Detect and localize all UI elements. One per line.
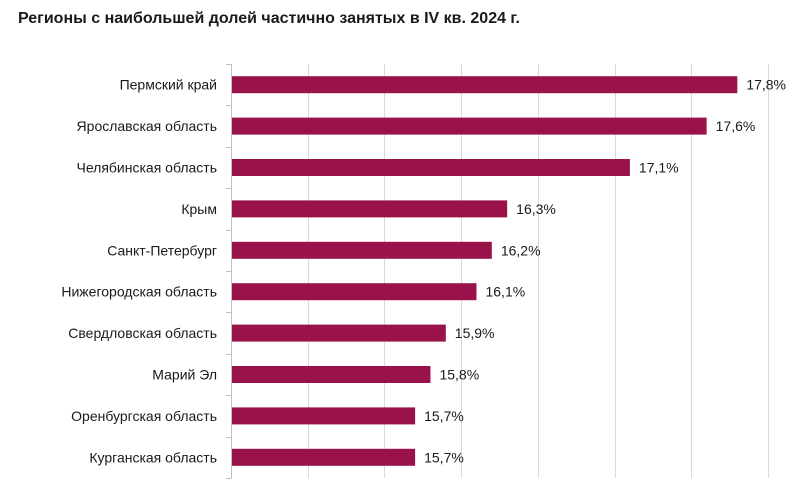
value-label: 17,8% <box>746 77 786 93</box>
value-label: 15,9% <box>455 325 495 341</box>
bar <box>232 117 707 135</box>
bar <box>232 324 446 342</box>
value-label: 17,1% <box>639 160 679 176</box>
category-label: Свердловская область <box>68 325 217 341</box>
bars <box>232 76 738 466</box>
bar <box>232 407 416 425</box>
category-label: Крым <box>181 201 217 217</box>
value-label: 15,8% <box>439 367 479 383</box>
category-label: Ярославская область <box>77 118 217 134</box>
bar <box>232 366 431 383</box>
category-label: Челябинская область <box>77 160 218 176</box>
bar <box>232 159 630 176</box>
value-label: 16,1% <box>485 284 525 300</box>
category-label: Курганская область <box>89 449 217 465</box>
category-label: Пермский край <box>120 77 217 93</box>
bar <box>232 241 492 259</box>
value-label: 15,7% <box>424 449 464 465</box>
bar <box>232 200 508 218</box>
category-label: Марий Эл <box>152 367 217 383</box>
value-labels: 17,8% 17,6% 17,1% 16,3% 16,2% 16,1% 15,9% 15,8%… <box>424 77 786 466</box>
bar <box>232 76 738 94</box>
value-label: 17,6% <box>716 118 756 134</box>
category-labels: Пермский край Ярославская область Челябинс… <box>61 77 217 466</box>
value-label: 15,7% <box>424 408 464 424</box>
value-label: 16,3% <box>516 201 556 217</box>
bar <box>232 448 416 466</box>
category-label: Оренбургская область <box>71 408 217 424</box>
category-label: Санкт-Петербург <box>107 242 217 258</box>
category-axis <box>226 64 232 479</box>
category-label: Нижегородская область <box>61 284 217 300</box>
value-label: 16,2% <box>501 242 541 258</box>
bar <box>232 283 477 301</box>
chart-title: Регионы с наибольшей долей частично заня… <box>18 10 520 27</box>
